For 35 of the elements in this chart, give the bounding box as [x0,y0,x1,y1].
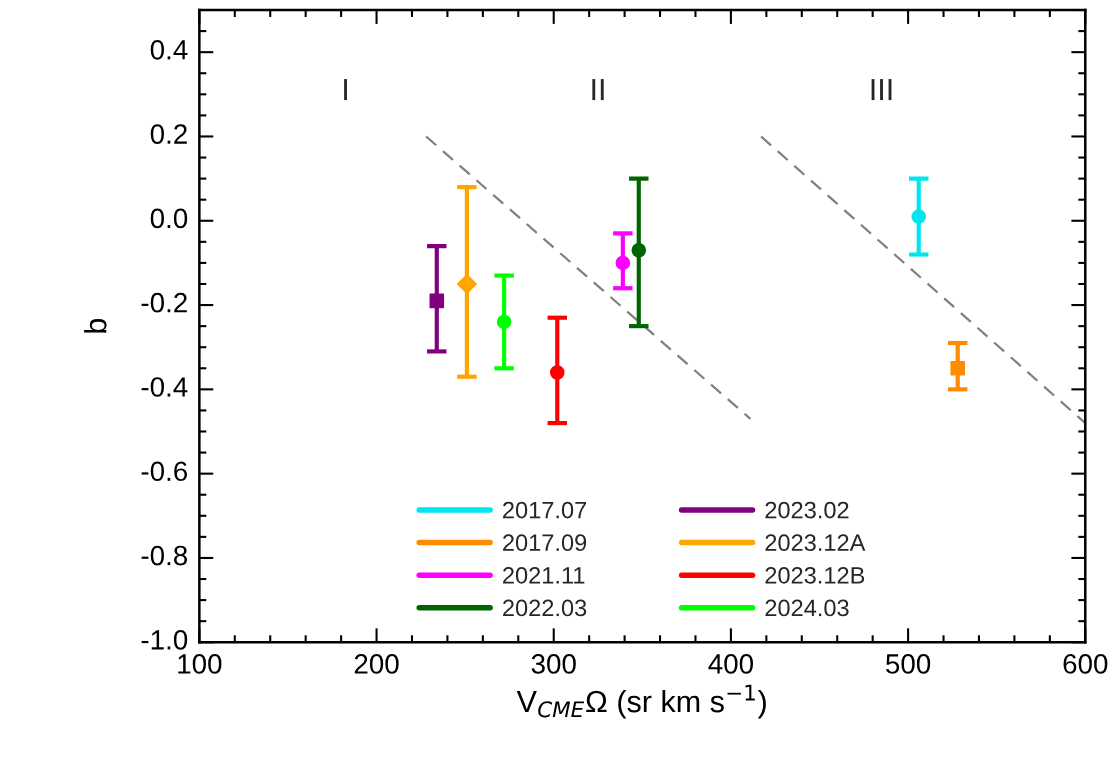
legend-label: 2023.02 [765,501,849,519]
y-tick-label: 0.2 [150,124,187,144]
point [429,293,445,309]
y-tick-label: -1.0 [141,630,188,650]
y-tick-label: 0.4 [150,39,188,60]
x-tick-label: 500 [886,654,931,674]
y-tick-label: -0.2 [141,292,187,313]
y-tick-label: -0.4 [141,377,188,397]
point [496,314,512,330]
x-axis-title: V$_{CME}$Ω (sr km s$^{−1}$) [516,684,766,719]
point [911,209,927,224]
y-tick-label: -0.6 [141,461,188,482]
legend-label: 2017.07 [503,501,587,519]
y-tick-label: 0.0 [150,208,188,229]
legend-label: 2022.03 [503,599,587,617]
x-tick-label: 600 [1063,654,1108,674]
point [615,255,631,271]
x-tick-label: 100 [178,654,222,674]
point [549,365,565,380]
y-tick-label: -0.8 [141,545,188,566]
point [631,242,647,258]
annotation: III [871,79,892,101]
legend-label: 2023.12B [765,566,865,584]
legend-label: 2017.09 [503,534,587,552]
x-tick-label: 200 [354,654,399,674]
legend-label: 2024.03 [765,599,849,617]
annotation: I [344,79,347,101]
x-tick-label: 400 [708,654,753,674]
point [950,360,965,376]
annotation: II [592,79,604,101]
legend-label: 2023.12A [765,534,866,552]
legend-label: 2021.11 [503,566,585,584]
point [456,273,477,294]
y-axis-title: b [84,318,107,333]
x-tick-label: 300 [531,654,576,674]
